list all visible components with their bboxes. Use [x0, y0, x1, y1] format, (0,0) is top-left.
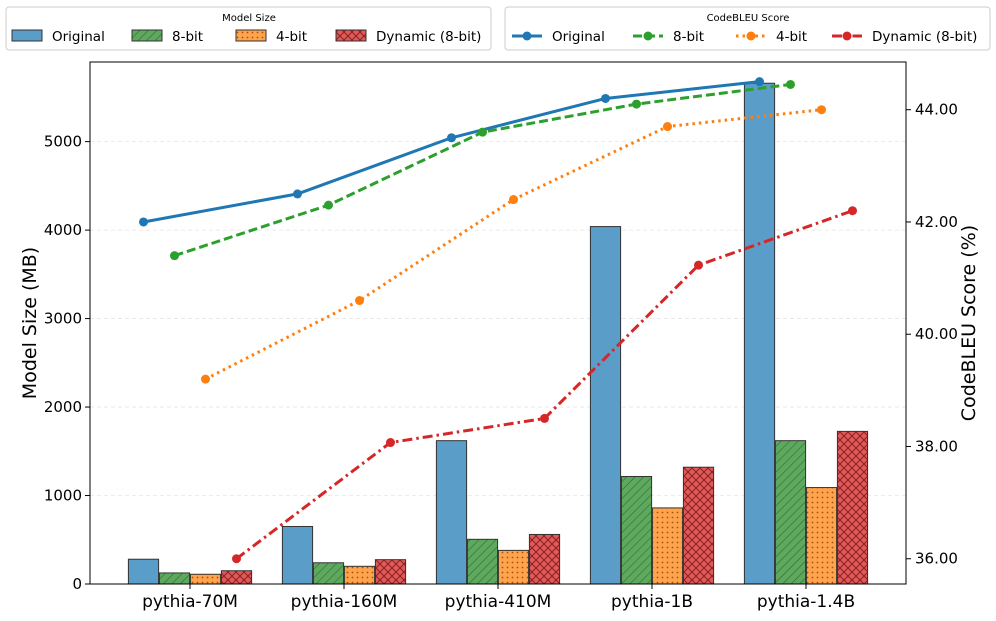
legend-score: CodeBLEU Score Original 8-bit 4-bit Dynamic… [504, 6, 991, 51]
y-right-tick-label: 40.00 [915, 325, 958, 343]
bar-original-pythia-1-4b [743, 82, 776, 585]
bar-dynamic-8-bit-pythia-410m [528, 533, 561, 585]
legend-size-swatch-4-bit [235, 29, 267, 42]
bar-dynamic-8-bit-pythia-70m [220, 570, 253, 585]
legend-size-frame [5, 6, 492, 51]
point-4-bit-pythia-1-4b [817, 105, 826, 115]
legend-size-label-8-bit: 8-bit [172, 29, 203, 45]
bar-original-pythia-410m [435, 440, 468, 585]
legend-score-marker-dynamic-8-bit [842, 31, 852, 41]
y-right-tick-label: 44.00 [915, 101, 958, 119]
bar-4-bit-pythia-410m [497, 549, 530, 585]
x-tick-label: pythia-160M [291, 592, 398, 612]
bar-8-bit-pythia-160m [312, 562, 345, 585]
x-tick-label: pythia-1B [611, 592, 693, 612]
legend-size-label-4-bit: 4-bit [276, 29, 307, 45]
y-left-tick-label: 3000 [44, 310, 82, 328]
y-right-tick-label: 42.00 [915, 213, 958, 231]
bar-dynamic-8-bit-pythia-1b [682, 466, 715, 585]
legend-size-swatch-8-bit [131, 29, 163, 42]
x-tick-label: pythia-410M [445, 592, 552, 612]
y-left-tick-label: 0 [72, 575, 82, 593]
bar-8-bit-pythia-410m [466, 538, 499, 585]
point-8-bit-pythia-410m [478, 127, 487, 137]
legend-size-label-original: Original [52, 29, 105, 45]
point-dynamic-8-bit-pythia-1b [694, 260, 703, 270]
y-left-axis-title: Model Size (MB) [19, 247, 41, 399]
bar-dynamic-8-bit-pythia-1-4b [836, 430, 869, 585]
x-tick-label: pythia-70M [142, 592, 238, 612]
point-8-bit-pythia-160m [324, 200, 333, 210]
point-dynamic-8-bit-pythia-1-4b [848, 206, 857, 216]
y-right-axis-title: CodeBLEU Score (%) [958, 225, 980, 421]
legend-size-swatch-original [11, 29, 43, 42]
y-left-tick-label: 4000 [44, 221, 82, 239]
bar-dynamic-8-bit-pythia-160m [374, 559, 407, 585]
line-original [143, 80, 760, 224]
point-dynamic-8-bit-pythia-160m [386, 438, 395, 448]
point-4-bit-pythia-1b [663, 122, 672, 132]
point-dynamic-8-bit-pythia-410m [540, 413, 549, 423]
point-dynamic-8-bit-pythia-70m [232, 554, 241, 564]
legend-score-marker-8-bit [643, 31, 653, 41]
y-left-tick-label: 1000 [44, 487, 82, 505]
legend-score-label-4-bit: 4-bit [776, 29, 807, 45]
legend-score-marker-4-bit [746, 31, 756, 41]
legend-score-label-original: Original [552, 29, 605, 45]
line-4-bit [204, 108, 822, 381]
bar-original-pythia-1b [589, 226, 622, 585]
point-4-bit-pythia-160m [355, 296, 364, 306]
legend-size-title: Model Size [222, 13, 276, 24]
bar-4-bit-pythia-1b [651, 507, 684, 585]
point-original-pythia-1b [601, 93, 610, 103]
point-8-bit-pythia-1-4b [786, 79, 795, 89]
point-4-bit-pythia-70m [201, 374, 210, 384]
point-original-pythia-1-4b [755, 77, 764, 87]
bar-4-bit-pythia-160m [343, 565, 376, 585]
legend-score-frame [504, 6, 991, 51]
bar-8-bit-pythia-70m [158, 572, 191, 585]
axes-layer: 0 1000 2000 3000 4000 5000 36.00 38.00 40.00 42.0… [44, 101, 958, 612]
point-4-bit-pythia-410m [509, 195, 518, 205]
bar-4-bit-pythia-1-4b [805, 487, 838, 585]
point-8-bit-pythia-1b [632, 99, 641, 109]
bar-8-bit-pythia-1b [620, 476, 653, 585]
legend-size: Model Size Original 8-bit 4-bit Dynamic (8-… [5, 6, 492, 51]
point-original-pythia-410m [447, 133, 456, 143]
y-left-tick-label: 5000 [44, 133, 82, 151]
legend-score-title: CodeBLEU Score [707, 13, 790, 24]
legend-score-label-dynamic-8-bit: Dynamic (8-bit) [872, 29, 977, 45]
point-original-pythia-160m [293, 189, 302, 199]
bar-8-bit-pythia-1-4b [774, 440, 807, 585]
legend-score-label-8-bit: 8-bit [673, 29, 704, 45]
bar-original-pythia-160m [281, 525, 314, 585]
y-right-tick-label: 38.00 [915, 437, 958, 455]
point-8-bit-pythia-70m [170, 251, 179, 261]
point-original-pythia-70m [139, 217, 148, 227]
legend-size-swatch-dynamic-8-bit [335, 29, 367, 42]
legend-size-label-dynamic-8-bit: Dynamic (8-bit) [376, 29, 481, 45]
y-right-tick-label: 36.00 [915, 550, 958, 568]
score-lines-layer [139, 77, 857, 564]
legend-score-marker-original [522, 31, 532, 41]
x-tick-label: pythia-1.4B [757, 592, 855, 612]
y-left-tick-label: 2000 [44, 398, 82, 416]
bars-layer [127, 82, 869, 585]
bar-original-pythia-70m [127, 558, 160, 585]
bar-4-bit-pythia-70m [189, 573, 222, 585]
